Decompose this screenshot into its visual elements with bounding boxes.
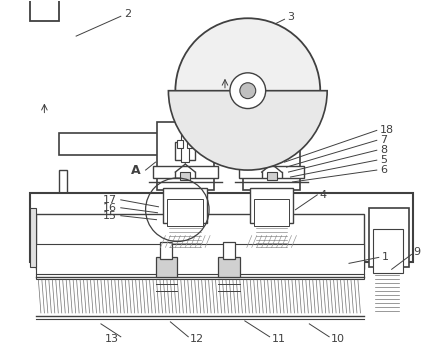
Bar [373,229,403,273]
Text: 6: 6 [380,165,387,175]
Text: 4: 4 [319,190,326,200]
Bar [262,142,282,160]
Bar [30,208,36,267]
Bar [254,199,289,226]
Bar [268,134,276,162]
Bar [264,140,270,148]
Text: 11: 11 [272,334,286,344]
Bar [243,122,300,190]
Text: 8: 8 [380,145,387,155]
Bar [160,242,172,260]
Bar [177,140,183,148]
Text: 5: 5 [380,155,387,165]
Bar [187,140,193,148]
Text: 15: 15 [103,211,117,221]
Text: A: A [131,164,140,176]
Bar [239,166,304,178]
Text: 13: 13 [105,334,119,344]
Circle shape [230,73,266,108]
Bar [218,257,240,277]
Text: 2: 2 [124,9,131,19]
Text: 1: 1 [382,252,389,262]
Wedge shape [168,91,327,170]
Text: 9: 9 [413,247,420,257]
Bar [36,245,364,279]
Bar [175,142,195,160]
Bar [196,153,208,165]
Bar [156,122,214,190]
Text: 17: 17 [103,195,117,205]
Text: 18: 18 [380,125,394,135]
Bar [250,188,293,223]
Bar [152,166,218,178]
Bar [223,242,235,260]
Bar [180,172,190,180]
Text: 7: 7 [380,135,387,145]
Bar [274,140,280,148]
Circle shape [240,83,256,98]
Text: 16: 16 [103,203,117,213]
Bar [59,170,67,195]
Text: 10: 10 [331,334,345,344]
Bar [30,0,59,21]
Text: 12: 12 [190,334,204,344]
Bar [163,188,207,223]
Bar [369,208,408,267]
Text: 3: 3 [288,12,295,22]
Bar [155,257,177,277]
Bar [36,214,364,269]
Bar [167,199,203,226]
Bar [181,134,189,162]
Circle shape [175,18,320,163]
Bar [30,193,413,262]
Bar [59,134,203,155]
Bar [267,172,276,180]
